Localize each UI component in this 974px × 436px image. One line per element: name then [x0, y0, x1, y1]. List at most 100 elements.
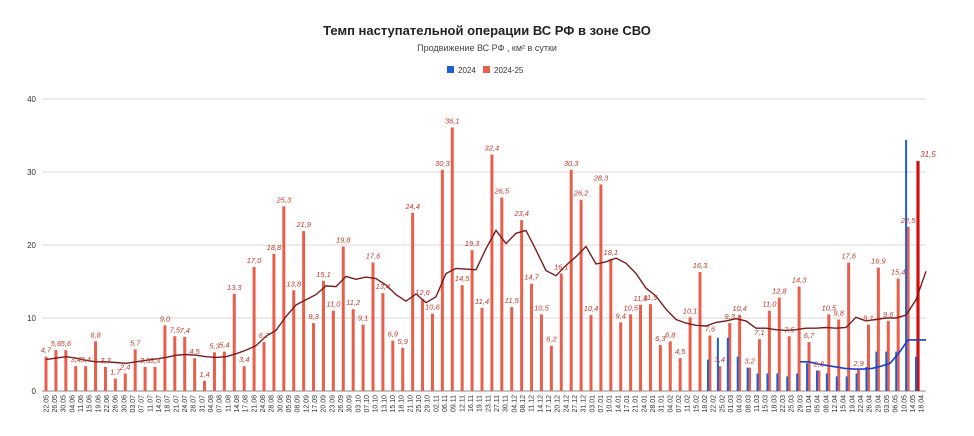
x-tick-label: 28.01 [650, 395, 657, 413]
x-tick-label: 26.04 [867, 395, 874, 413]
bar-2024-25 [64, 350, 68, 391]
bar-2024-25 [599, 184, 603, 391]
data-label: 9,1 [863, 314, 873, 323]
bar-2024-25 [648, 304, 652, 391]
bar-2024-25 [430, 313, 434, 391]
x-tick-label: 23.09 [329, 395, 336, 413]
x-tick-label: 29.03 [797, 395, 804, 413]
data-label: 17,6 [841, 252, 856, 261]
data-label: 22,5 [900, 216, 916, 225]
bar-2024-25 [302, 231, 306, 391]
data-label: 10,5 [534, 303, 549, 312]
bar-2024-25 [331, 310, 335, 391]
x-tick-label: 01.03 [728, 395, 735, 413]
bar-2024-25 [381, 293, 385, 391]
bar-2024-25 [530, 283, 534, 391]
x-tick-label: 03.07 [130, 395, 137, 413]
data-label: 12,6 [415, 288, 430, 297]
x-tick-label: 22.03 [780, 395, 787, 413]
x-tick-label: 02.11 [433, 395, 440, 412]
data-label: 1,7 [110, 368, 121, 377]
bar-2024-25 [718, 366, 722, 391]
bar-2024-25 [886, 320, 890, 391]
bar-2024-25 [738, 315, 742, 391]
bar-2024-25 [44, 356, 48, 391]
x-tick-label: 09.11 [451, 395, 458, 412]
data-label: 3,4 [71, 355, 81, 364]
x-tick-label: 18.03 [771, 395, 778, 413]
data-label: 17,0 [247, 256, 262, 265]
bar-2024-25 [609, 258, 613, 391]
x-tick-label: 08.04 [823, 395, 830, 413]
chart-subtitle: Продвижение ВС РФ , км² в сутки [417, 43, 557, 53]
data-label: 30,3 [435, 159, 450, 168]
x-tick-label: 03.05 [884, 395, 891, 413]
data-label: 4,5 [675, 347, 686, 356]
data-label: 12,8 [772, 287, 787, 296]
bar-2024 [806, 363, 809, 391]
data-label: 9,4 [616, 311, 626, 320]
trend-lines [45, 229, 927, 370]
data-label: 16,1 [554, 262, 569, 271]
x-tick-label: 04.03 [737, 395, 744, 413]
data-label: 11,0 [326, 300, 341, 309]
bar-2024 [855, 373, 858, 391]
data-label: 19,8 [336, 235, 351, 244]
bar-2024-25 [787, 336, 791, 391]
y-tick-label: 40 [27, 95, 36, 104]
bar-2024-25 [559, 273, 563, 391]
bar-2024 [786, 376, 789, 391]
bar-2024-25 [460, 285, 464, 391]
data-label: 9,3 [725, 312, 736, 321]
x-tick-label: 22.06 [104, 395, 111, 413]
bar-2024-25 [312, 323, 316, 391]
bar-2024-25 [668, 341, 672, 391]
data-label: 3,4 [239, 355, 249, 364]
bar-2024-25 [103, 366, 107, 391]
data-labels: 4,75,6 5,63,4 3,46,83,31,72,45,73,3 3,39,07… [41, 116, 937, 378]
x-tick-label: 04.08 [208, 395, 215, 413]
x-tick-label: 15.04 [841, 395, 848, 413]
bar-2024 [776, 373, 779, 391]
x-tick-label: 17.09 [312, 395, 319, 413]
x-tick-label: 03.01 [589, 395, 596, 413]
x-tick-label: 04.02 [667, 395, 674, 413]
x-tick-label: 25.10 [416, 395, 423, 413]
x-tick-label: 31.01 [659, 395, 666, 413]
y-tick-label: 20 [27, 241, 36, 250]
x-tick-label: 30.08 [277, 395, 284, 413]
x-tick-label: 26.06 [113, 395, 120, 413]
data-label: 21,9 [295, 220, 311, 229]
x-tick-label: 28.07 [191, 395, 198, 413]
x-tick-label: 29.04 [875, 395, 882, 413]
x-tick-label: 22.02 [711, 395, 718, 413]
bar-2024-25 [579, 199, 583, 391]
x-tick-label: 19.06 [95, 395, 102, 413]
bar-2024-25 [421, 299, 425, 391]
x-tick-label: 21.07 [173, 395, 180, 413]
x-tick-label: 12.04 [832, 395, 839, 413]
x-tick-label: 07.02 [676, 395, 683, 413]
bar-2024-25 [133, 349, 137, 391]
data-label: 11,8 [634, 294, 649, 303]
bar-2024-25 [589, 315, 593, 391]
data-label: 15,4 [891, 268, 906, 277]
y-tick-label: 0 [32, 387, 37, 396]
data-label: 4,5 [189, 347, 200, 356]
bar-2024-25 [906, 226, 910, 391]
bar-2024-25 [857, 369, 861, 391]
bar-2024-25 [777, 297, 781, 391]
bar-2024-25 [113, 378, 117, 391]
x-tick-label: 07.10 [364, 395, 371, 413]
x-tick-label: 31.12 [581, 395, 588, 413]
bar-2024-25 [629, 314, 633, 391]
bar-2024-25 [916, 161, 920, 391]
series-2024 [707, 139, 917, 391]
data-label: 26,2 [573, 189, 589, 198]
legend: 2024 2024-25 [447, 66, 524, 75]
data-label: 3,3 [140, 356, 151, 365]
x-tick-label: 03.10 [355, 395, 362, 413]
bar-2024 [726, 337, 729, 391]
x-tick-label: 08.09 [295, 395, 302, 413]
